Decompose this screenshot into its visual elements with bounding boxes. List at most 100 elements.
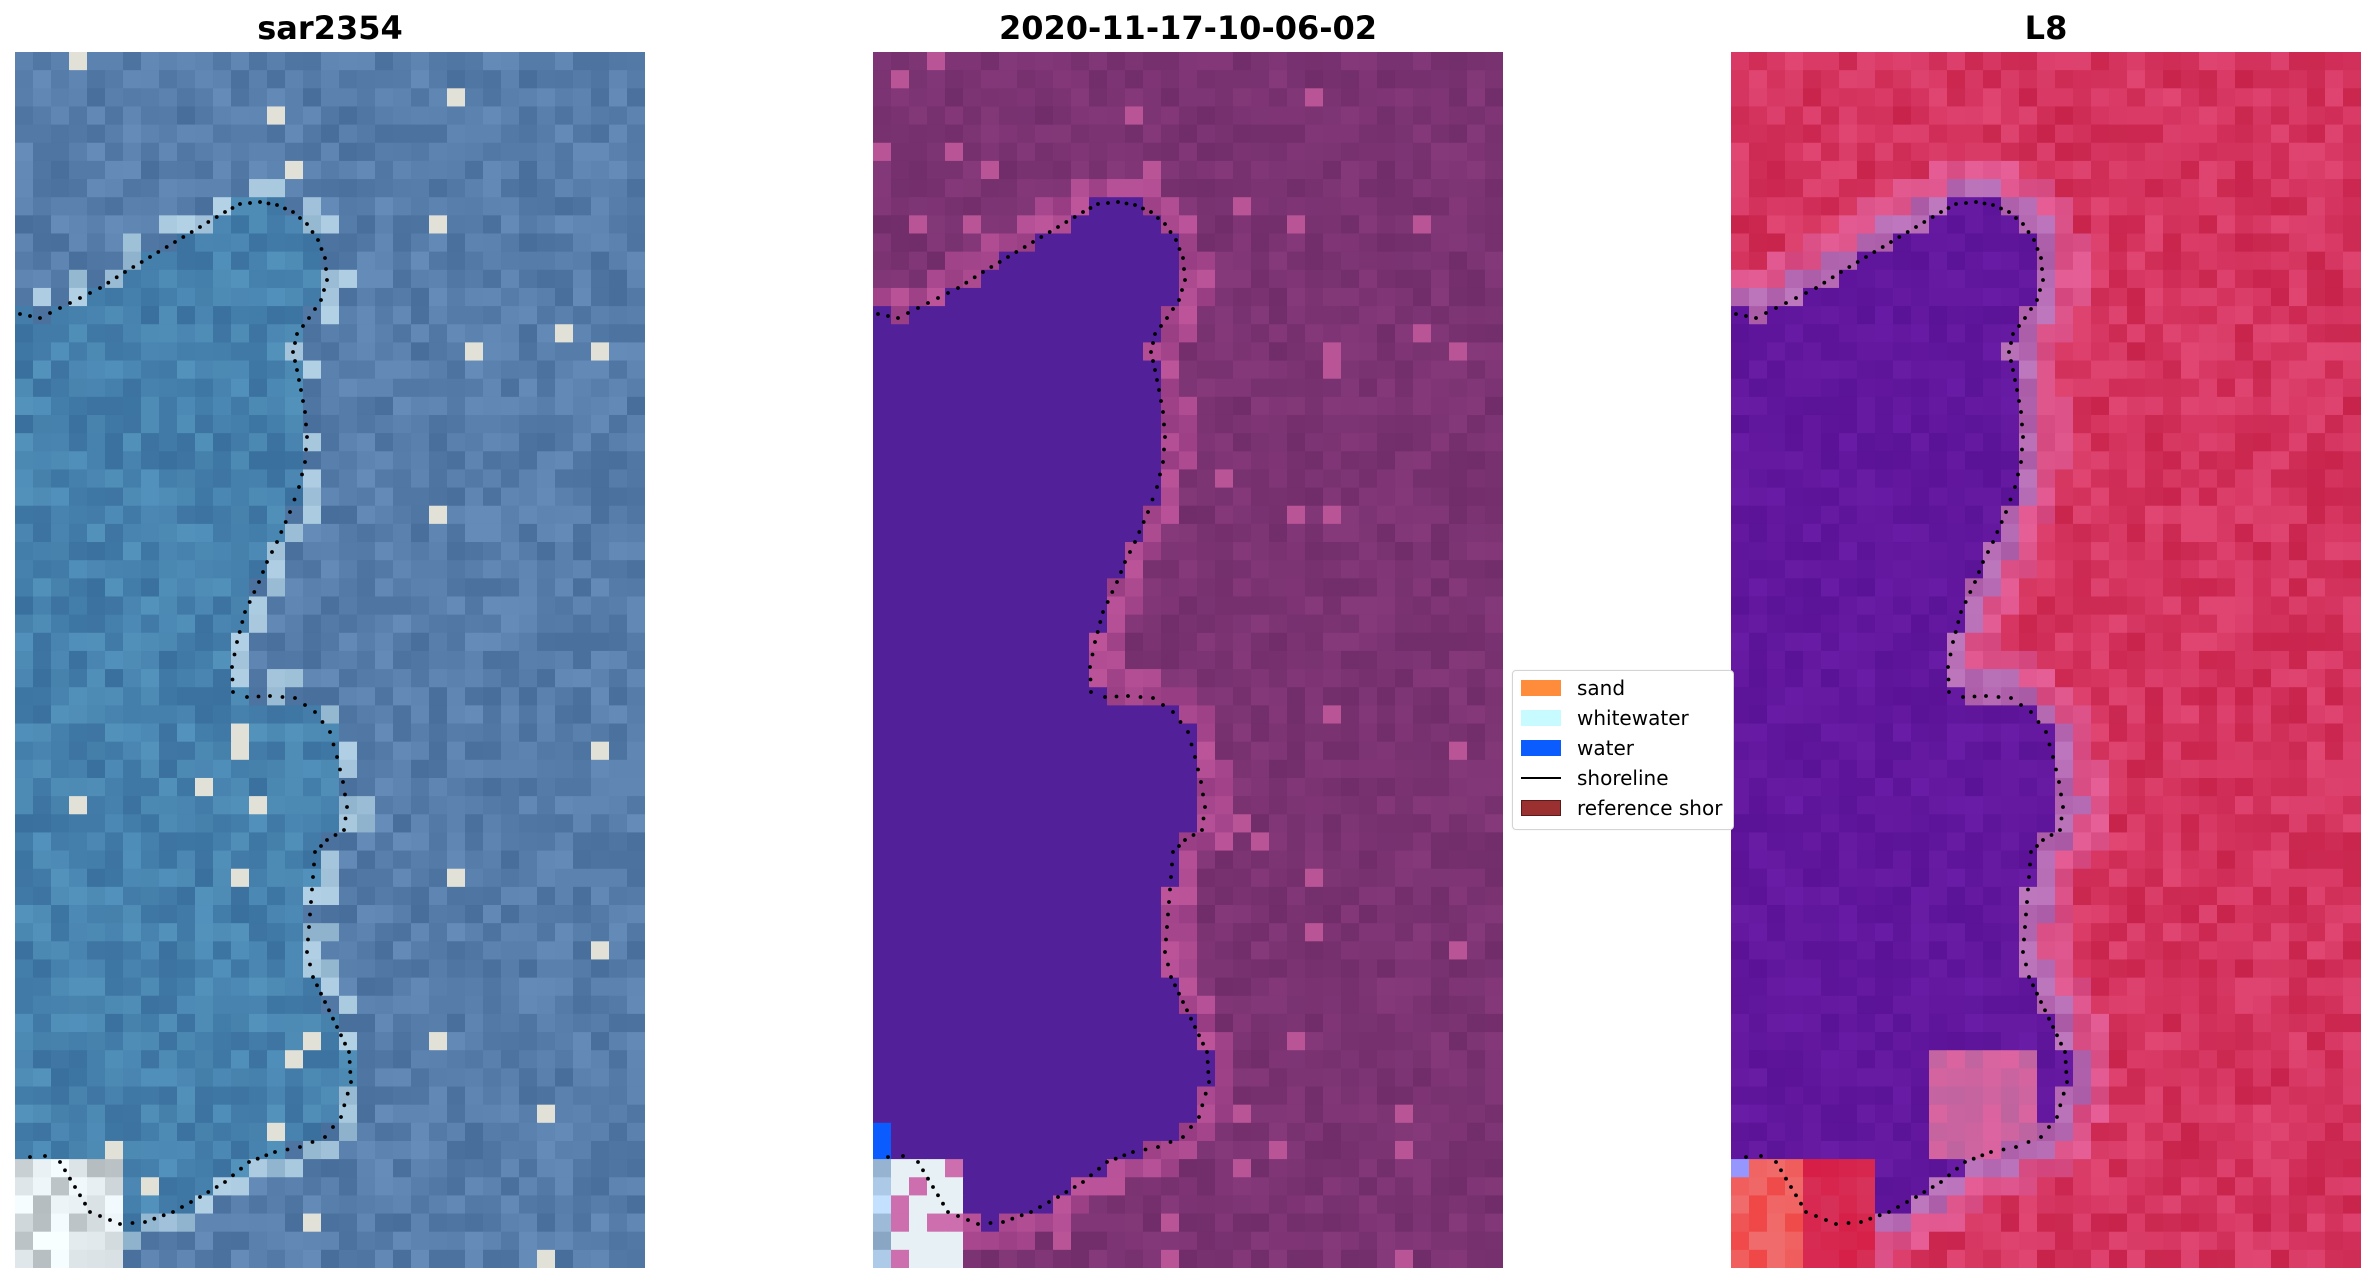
rgb-pixel bbox=[357, 251, 376, 271]
rgb-pixel bbox=[159, 1195, 178, 1215]
rgb-pixel bbox=[105, 796, 124, 815]
classified-pixel bbox=[1215, 124, 1234, 144]
classified-pixel bbox=[1467, 1195, 1486, 1215]
rgb-pixel bbox=[627, 1231, 645, 1251]
rgb-pixel bbox=[15, 723, 34, 743]
classified-pixel bbox=[999, 905, 1018, 924]
rgb-pixel bbox=[465, 705, 484, 725]
classified-pixel bbox=[1125, 1104, 1144, 1124]
rgb-pixel bbox=[609, 542, 628, 561]
rgb-pixel bbox=[105, 1050, 124, 1069]
classified-pixel bbox=[927, 814, 946, 834]
rgb-pixel bbox=[573, 269, 592, 289]
rgb-pixel bbox=[87, 1050, 106, 1069]
classified-pixel bbox=[963, 269, 982, 289]
classified-pixel bbox=[1179, 1013, 1198, 1033]
rgb-pixel bbox=[555, 1249, 574, 1268]
rgb-pixel bbox=[141, 614, 160, 634]
classified-pixel bbox=[1107, 1013, 1126, 1033]
rgb-pixel bbox=[285, 378, 304, 398]
rgb-pixel bbox=[609, 342, 628, 362]
classified-pixel bbox=[1017, 360, 1036, 380]
rgb-pixel bbox=[123, 433, 142, 452]
rgb-pixel bbox=[339, 414, 358, 434]
classified-pixel bbox=[1233, 1249, 1252, 1268]
classified-pixel bbox=[1467, 1013, 1486, 1033]
rgb-pixel bbox=[87, 995, 106, 1015]
rgb-pixel bbox=[87, 723, 106, 743]
rgb-pixel bbox=[159, 796, 178, 815]
rgb-pixel bbox=[393, 560, 412, 579]
classified-pixel bbox=[1053, 941, 1072, 961]
rgb-pixel bbox=[321, 1104, 340, 1124]
rgb-pixel bbox=[465, 1249, 484, 1268]
rgb-pixel bbox=[483, 814, 502, 834]
classified-pixel bbox=[1035, 977, 1054, 997]
classified-pixel bbox=[1053, 52, 1072, 71]
rgb-pixel bbox=[573, 1013, 592, 1033]
rgb-pixel bbox=[483, 378, 502, 398]
shoreline-point bbox=[1197, 1115, 1201, 1119]
classified-pixel bbox=[1413, 669, 1432, 688]
rgb-pixel bbox=[69, 70, 88, 89]
classified-pixel bbox=[1053, 1032, 1072, 1051]
rgb-pixel bbox=[321, 523, 340, 543]
rgb-pixel bbox=[555, 542, 574, 561]
rgb-pixel bbox=[249, 832, 268, 852]
rgb-pixel bbox=[339, 868, 358, 888]
rgb-pixel bbox=[177, 251, 196, 271]
shoreline-point bbox=[1173, 983, 1177, 988]
shoreline-point bbox=[303, 460, 307, 464]
shoreline-point bbox=[257, 580, 261, 584]
rgb-pixel bbox=[105, 378, 124, 398]
shoreline-point bbox=[43, 1154, 47, 1158]
rgb-pixel bbox=[447, 1068, 466, 1088]
rgb-pixel bbox=[87, 124, 106, 144]
rgb-pixel bbox=[447, 396, 466, 416]
classified-pixel bbox=[999, 705, 1018, 725]
classified-pixel bbox=[1089, 832, 1108, 852]
rgb-pixel bbox=[375, 487, 394, 507]
classified-pixel bbox=[891, 886, 910, 906]
rgb-pixel bbox=[33, 632, 52, 652]
rgb-pixel bbox=[321, 705, 340, 725]
classified-pixel bbox=[1251, 723, 1270, 743]
rgb-pixel bbox=[339, 70, 358, 89]
rgb-pixel bbox=[375, 306, 394, 325]
rgb-pixel bbox=[573, 868, 592, 888]
classified-pixel bbox=[1323, 378, 1342, 398]
classified-pixel bbox=[1467, 669, 1486, 688]
rgb-pixel bbox=[591, 396, 610, 416]
classified-pixel bbox=[1323, 1177, 1342, 1196]
classified-pixel bbox=[1035, 1122, 1054, 1142]
rgb-pixel bbox=[483, 614, 502, 634]
rgb-pixel bbox=[303, 233, 322, 253]
rgb-pixel bbox=[69, 1195, 88, 1215]
rgb-pixel bbox=[357, 923, 376, 942]
classified-pixel bbox=[981, 433, 1000, 452]
rgb-pixel bbox=[627, 269, 645, 289]
rgb-pixel bbox=[267, 650, 286, 670]
classified-pixel bbox=[1179, 1104, 1198, 1124]
classified-pixel bbox=[1413, 614, 1432, 634]
rgb-pixel bbox=[33, 941, 52, 961]
classified-pixel bbox=[1143, 959, 1162, 979]
classified-pixel bbox=[1467, 923, 1486, 942]
classified-pixel bbox=[1341, 959, 1360, 979]
classified-pixel bbox=[1251, 814, 1270, 834]
rgb-pixel bbox=[87, 197, 106, 216]
classified-pixel bbox=[1089, 687, 1108, 706]
classified-pixel bbox=[1161, 1177, 1180, 1196]
shoreline-point bbox=[1207, 1080, 1211, 1084]
rgb-pixel bbox=[375, 905, 394, 924]
rgb-pixel bbox=[303, 269, 322, 289]
rgb-pixel bbox=[357, 995, 376, 1015]
rgb-pixel bbox=[321, 560, 340, 579]
rgb-pixel bbox=[177, 269, 196, 289]
rgb-pixel bbox=[375, 1032, 394, 1051]
shoreline-point bbox=[343, 816, 348, 821]
rgb-pixel bbox=[213, 759, 232, 779]
rgb-pixel bbox=[609, 759, 628, 779]
rgb-pixel bbox=[483, 650, 502, 670]
classified-pixel bbox=[1467, 796, 1486, 815]
